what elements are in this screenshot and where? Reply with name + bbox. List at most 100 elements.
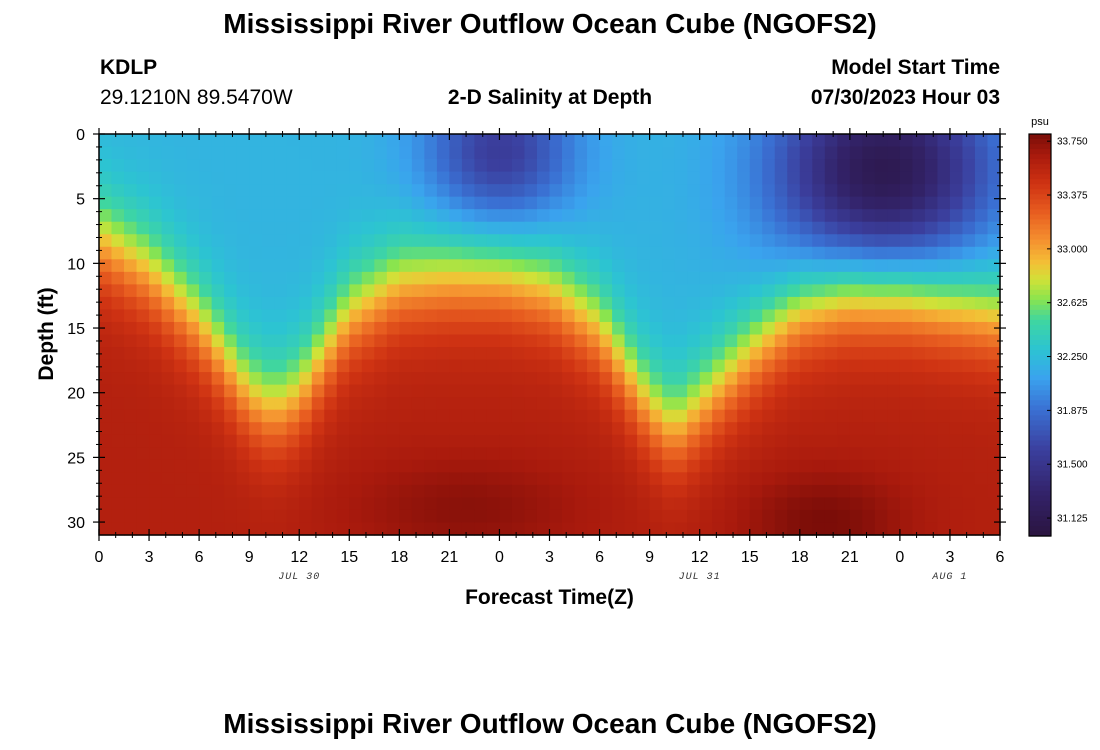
heatmap-cell	[612, 184, 626, 198]
heatmap-cell	[649, 184, 663, 198]
heatmap-cell	[549, 434, 563, 448]
heatmap-cell	[987, 259, 1001, 273]
heatmap-cell	[899, 284, 913, 298]
heatmap-cell	[637, 384, 651, 398]
heatmap-cell	[749, 234, 763, 248]
heatmap-cell	[136, 334, 150, 348]
heatmap-cell	[699, 434, 713, 448]
heatmap-cell	[774, 447, 788, 461]
heatmap-cell	[587, 246, 601, 260]
heatmap-cell	[461, 271, 476, 285]
heatmap-cell	[286, 522, 300, 536]
heatmap-cell	[737, 397, 751, 411]
heatmap-cell	[186, 284, 200, 298]
heatmap-cell	[649, 447, 663, 461]
heatmap-cell	[762, 284, 776, 298]
heatmap-cell	[924, 321, 939, 336]
heatmap-cell	[436, 359, 450, 373]
heatmap-cell	[199, 259, 213, 273]
heatmap-cell	[549, 159, 563, 173]
heatmap-cell	[674, 459, 688, 473]
heatmap-cell	[637, 459, 651, 473]
heatmap-cell	[386, 359, 400, 373]
heatmap-cell	[174, 321, 188, 336]
heatmap-cell	[274, 384, 288, 398]
heatmap-cell	[612, 259, 626, 273]
heatmap-cell	[937, 472, 951, 486]
heatmap-cell	[787, 509, 801, 524]
heatmap-cell	[937, 209, 951, 223]
heatmap-cell	[149, 422, 163, 436]
heatmap-cell	[486, 184, 501, 198]
heatmap-cell	[924, 359, 939, 373]
heatmap-cell	[461, 409, 476, 423]
heatmap-cell	[924, 171, 939, 185]
heatmap-cell	[486, 296, 501, 311]
heatmap-cell	[186, 259, 200, 273]
heatmap-cell	[236, 321, 250, 336]
heatmap-cell	[336, 221, 350, 235]
heatmap-cell	[386, 397, 400, 411]
heatmap-cell	[637, 347, 651, 361]
heatmap-cell	[824, 184, 838, 198]
heatmap-cell	[812, 321, 826, 336]
heatmap-cell	[349, 221, 363, 235]
heatmap-cell	[99, 184, 113, 198]
heatmap-cell	[662, 522, 676, 536]
heatmap-cell	[949, 234, 964, 248]
colorbar-band	[1029, 505, 1051, 512]
heatmap-cell	[974, 146, 989, 160]
heatmap-cell	[324, 472, 338, 486]
heatmap-cell	[424, 146, 438, 160]
heatmap-cell	[336, 434, 350, 448]
heatmap-cell	[261, 434, 275, 448]
heatmap-cell	[236, 434, 250, 448]
heatmap-cell	[361, 422, 375, 436]
heatmap-cell	[411, 459, 425, 473]
heatmap-cell	[912, 271, 926, 285]
heatmap-cell	[386, 221, 400, 235]
heatmap-cell	[274, 434, 288, 448]
colorbar-band	[1029, 294, 1051, 301]
heatmap-cell	[261, 447, 275, 461]
heatmap-cell	[937, 171, 951, 185]
heatmap-cell	[524, 484, 538, 499]
heatmap-cell	[411, 309, 425, 323]
heatmap-cell	[436, 397, 450, 411]
heatmap-cell	[587, 296, 601, 311]
heatmap-cell	[236, 497, 250, 511]
heatmap-cell	[161, 234, 175, 248]
heatmap-cell	[599, 459, 613, 473]
heatmap-cell	[174, 434, 188, 448]
heatmap-cell	[837, 497, 851, 511]
heatmap-cell	[236, 447, 250, 461]
heatmap-cell	[211, 484, 225, 499]
heatmap-cell	[299, 284, 313, 298]
heatmap-cell	[612, 434, 626, 448]
heatmap-cell	[687, 334, 701, 348]
heatmap-cell	[749, 409, 763, 423]
heatmap-cell	[299, 309, 313, 323]
heatmap-cell	[174, 459, 188, 473]
heatmap-cell	[449, 259, 463, 273]
heatmap-cell	[411, 359, 425, 373]
heatmap-cell	[461, 246, 476, 260]
heatmap-cell	[774, 484, 788, 499]
heatmap-cell	[249, 296, 263, 311]
colorbar-band	[1029, 219, 1051, 226]
heatmap-cell	[837, 271, 851, 285]
colorbar-band	[1029, 365, 1051, 371]
heatmap-cell	[449, 347, 463, 361]
heatmap-cell	[149, 434, 163, 448]
heatmap-cell	[499, 384, 513, 398]
heatmap-cell	[899, 209, 913, 223]
heatmap-cell	[336, 359, 350, 373]
heatmap-cell	[424, 246, 438, 260]
heatmap-cell	[987, 359, 1001, 373]
heatmap-cell	[324, 497, 338, 511]
heatmap-cell	[687, 472, 701, 486]
x-tick-label: 18	[390, 549, 408, 566]
heatmap-cell	[712, 271, 726, 285]
heatmap-cell	[374, 347, 388, 361]
heatmap-cell	[236, 259, 250, 273]
